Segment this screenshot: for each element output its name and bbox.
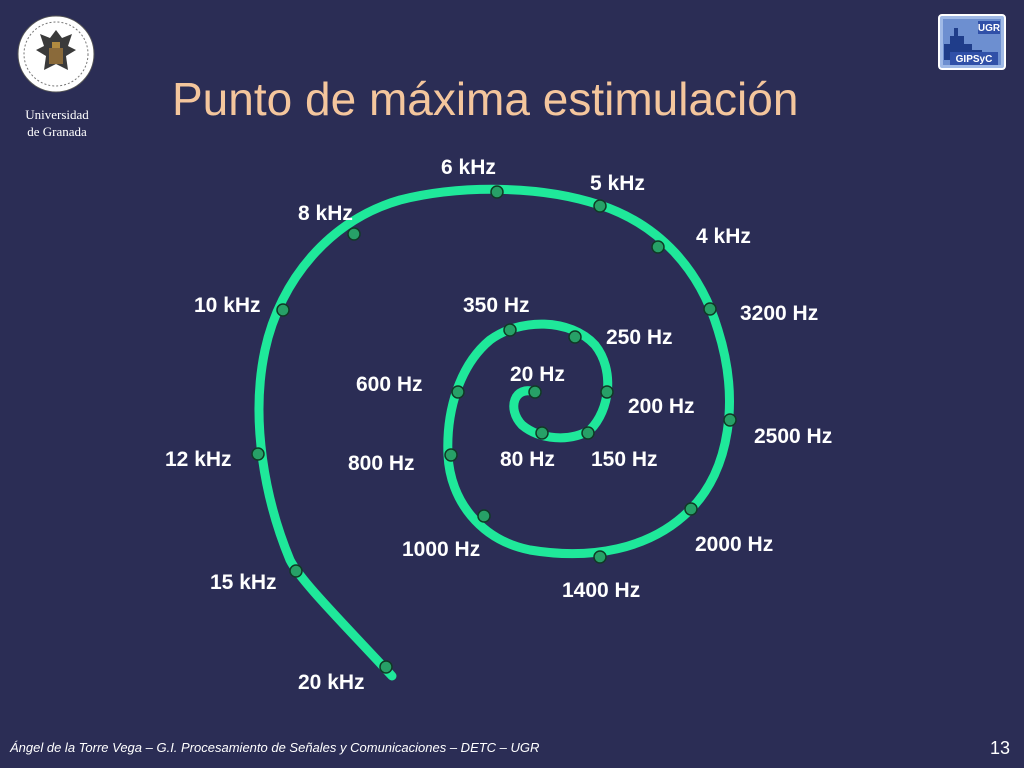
label-4khz: 4 kHz	[696, 225, 751, 248]
marker-15khz	[289, 564, 303, 578]
marker-200hz	[600, 385, 614, 399]
marker-8khz	[347, 227, 361, 241]
page-number: 13	[990, 738, 1011, 758]
marker-4khz	[651, 240, 665, 254]
label-20khz: 20 kHz	[298, 671, 365, 694]
spiral-path	[254, 184, 734, 681]
marker-80hz	[535, 426, 549, 440]
marker-12khz	[251, 447, 265, 461]
university-crest-logo	[17, 15, 95, 93]
marker-800hz	[444, 448, 458, 462]
label-250hz: 250 Hz	[606, 326, 673, 349]
label-80hz: 80 Hz	[500, 448, 555, 471]
label-1000hz: 1000 Hz	[402, 538, 480, 561]
label-12khz: 12 kHz	[165, 448, 232, 471]
marker-1400hz	[593, 550, 607, 564]
label-200hz: 200 Hz	[628, 395, 695, 418]
marker-20hz	[528, 385, 542, 399]
label-6khz: 6 kHz	[441, 156, 496, 179]
label-15khz: 15 kHz	[210, 571, 277, 594]
label-150hz: 150 Hz	[591, 448, 658, 471]
university-name-line2: de Granada	[27, 124, 87, 139]
frequency-labels: 20 Hz 80 Hz 150 Hz 200 Hz 250 Hz 350 Hz …	[165, 156, 832, 694]
frequency-markers	[251, 185, 737, 674]
label-10khz: 10 kHz	[194, 294, 261, 317]
label-600hz: 600 Hz	[356, 373, 423, 396]
slide-title: Punto de máxima estimulación	[172, 73, 799, 125]
label-1400hz: 1400 Hz	[562, 579, 640, 602]
marker-150hz	[581, 426, 595, 440]
marker-350hz	[503, 323, 517, 337]
marker-6khz	[490, 185, 504, 199]
university-name-line1: Universidad	[25, 107, 89, 122]
marker-10khz	[276, 303, 290, 317]
marker-20khz	[379, 660, 393, 674]
logo-text-ugr: UGR	[978, 23, 1001, 34]
label-800hz: 800 Hz	[348, 452, 415, 475]
label-3200hz: 3200 Hz	[740, 302, 818, 325]
label-2500hz: 2500 Hz	[754, 425, 832, 448]
label-350hz: 350 Hz	[463, 294, 530, 317]
marker-1000hz	[477, 509, 491, 523]
marker-600hz	[451, 385, 465, 399]
research-group-logo: UGR GIPSyC	[938, 14, 1006, 70]
marker-2000hz	[684, 502, 698, 516]
marker-3200hz	[703, 302, 717, 316]
label-8khz: 8 kHz	[298, 202, 353, 225]
footer-credit: Ángel de la Torre Vega – G.I. Procesamie…	[10, 740, 540, 755]
marker-250hz	[568, 330, 582, 344]
label-2000hz: 2000 Hz	[695, 533, 773, 556]
marker-2500hz	[723, 413, 737, 427]
label-20hz: 20 Hz	[510, 363, 565, 386]
logo-text-gipsyc: GIPSyC	[956, 54, 993, 65]
label-5khz: 5 kHz	[590, 172, 645, 195]
university-name: Universidad de Granada	[12, 106, 102, 140]
marker-5khz	[593, 199, 607, 213]
